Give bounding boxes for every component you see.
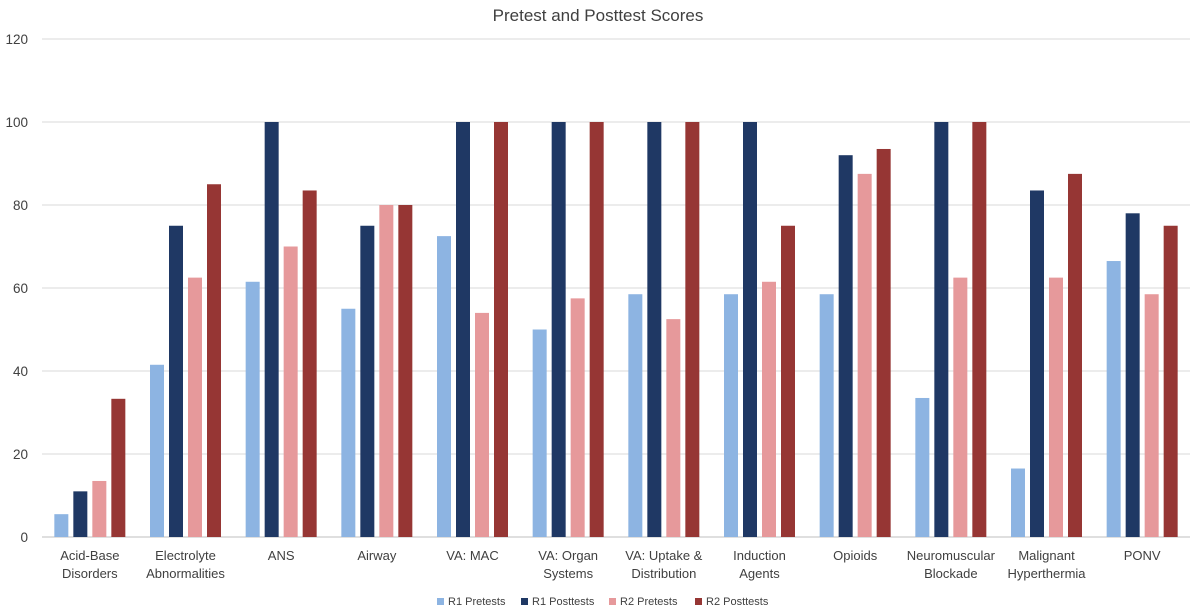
bar-r2-pretests-11: [1144, 294, 1159, 537]
legend-swatch-r1-posttests: [521, 598, 528, 605]
category-label: ANS: [268, 548, 295, 563]
category-label: PONV: [1124, 548, 1161, 563]
bar-r1-pretests-2: [245, 281, 260, 537]
bar-r1-posttests-0: [73, 491, 88, 537]
bar-r1-pretests-8: [819, 294, 834, 537]
y-tick-label: 60: [13, 281, 28, 296]
bar-r2-pretests-7: [762, 281, 776, 537]
category-label: Acid-Base: [60, 548, 119, 563]
category-label: Distribution: [631, 566, 696, 581]
bar-r2-posttests-4: [494, 122, 508, 537]
category-label: Abnormalities: [146, 566, 225, 581]
category-label: VA: Organ: [538, 548, 598, 563]
bar-r2-posttests-5: [589, 122, 604, 537]
legend-label: R1 Posttests: [532, 596, 595, 608]
bar-r1-posttests-7: [743, 122, 757, 537]
bar-r1-posttests-9: [934, 122, 949, 537]
bar-r1-posttests-4: [456, 122, 470, 537]
bar-r1-pretests-10: [1011, 468, 1025, 537]
bar-r2-posttests-9: [972, 122, 987, 537]
bar-r2-posttests-8: [876, 148, 891, 537]
y-tick-label: 80: [13, 198, 28, 213]
legend-label: R2 Posttests: [706, 596, 769, 608]
category-label: Airway: [357, 548, 397, 563]
bar-r1-posttests-3: [360, 225, 375, 537]
bar-r1-pretests-11: [1106, 261, 1121, 537]
category-label: VA: MAC: [446, 548, 499, 563]
y-tick-label: 20: [13, 447, 28, 462]
category-label: Systems: [543, 566, 593, 581]
legend: R1 Pretests R1 Posttests R2 Pretests R2 Pos…: [437, 596, 769, 608]
bar-r2-pretests-1: [188, 277, 202, 537]
bar-r1-pretests-5: [532, 329, 547, 537]
bar-r1-posttests-8: [838, 155, 853, 537]
category-label: Hyperthermia: [1007, 566, 1086, 581]
bar-r1-pretests-1: [150, 364, 164, 537]
bar-r2-pretests-3: [379, 205, 394, 537]
legend-swatch-r2-pretests: [609, 598, 616, 605]
x-axis-category-labels: Acid-Base Disorders Electrolyte Abnormaliti…: [60, 548, 1161, 581]
category-label: VA: Uptake &: [625, 548, 702, 563]
bar-r2-posttests-6: [685, 122, 700, 537]
category-label: Neuromuscular: [907, 548, 996, 563]
legend-label: R2 Pretests: [620, 596, 678, 608]
bar-r1-posttests-11: [1125, 213, 1140, 538]
bar-r2-pretests-4: [475, 312, 489, 537]
bar-r2-pretests-0: [92, 480, 107, 537]
bar-r1-pretests-6: [628, 294, 643, 537]
bar-r2-posttests-11: [1163, 225, 1178, 537]
bar-r1-posttests-10: [1030, 190, 1044, 537]
bar-r2-pretests-10: [1049, 277, 1063, 537]
category-label: Blockade: [924, 566, 977, 581]
bar-r2-posttests-3: [398, 205, 413, 537]
bar-r1-posttests-6: [647, 122, 662, 537]
bar-r2-pretests-9: [953, 277, 968, 537]
category-label: Agents: [739, 566, 780, 581]
bar-r2-pretests-6: [666, 319, 681, 537]
bar-r1-pretests-4: [437, 236, 451, 537]
bars: [54, 122, 1178, 538]
y-tick-label: 40: [13, 364, 28, 379]
chart-title: Pretest and Posttest Scores: [493, 6, 704, 25]
bar-r1-posttests-1: [169, 225, 183, 537]
bar-r1-posttests-2: [264, 122, 279, 537]
y-axis-ticks: 0 20 40 60 80 100 120: [5, 32, 28, 545]
bar-r2-pretests-8: [857, 173, 872, 537]
y-tick-label: 0: [20, 530, 28, 545]
category-label: Electrolyte: [155, 548, 216, 563]
category-label: Opioids: [833, 548, 878, 563]
legend-swatch-r2-posttests: [695, 598, 702, 605]
legend-label: R1 Pretests: [448, 596, 506, 608]
bar-r2-pretests-2: [283, 246, 298, 537]
bar-r1-pretests-0: [54, 514, 69, 537]
bar-r2-posttests-0: [111, 398, 126, 537]
bar-r1-posttests-5: [551, 122, 566, 537]
bar-r2-posttests-2: [302, 190, 317, 537]
bar-r1-pretests-9: [915, 397, 930, 537]
category-label: Malignant: [1018, 548, 1075, 563]
category-label: Disorders: [62, 566, 118, 581]
bar-r2-posttests-10: [1068, 173, 1082, 537]
legend-swatch-r1-pretests: [437, 598, 444, 605]
bar-r1-pretests-3: [341, 308, 356, 537]
bar-r1-pretests-7: [724, 294, 738, 537]
y-tick-label: 100: [5, 115, 28, 130]
bar-r2-posttests-7: [781, 225, 795, 537]
bar-r2-posttests-1: [207, 184, 221, 537]
gridlines: [42, 38, 1190, 538]
category-label: Induction: [733, 548, 786, 563]
y-tick-label: 120: [5, 32, 28, 47]
bar-r2-pretests-5: [570, 298, 585, 537]
